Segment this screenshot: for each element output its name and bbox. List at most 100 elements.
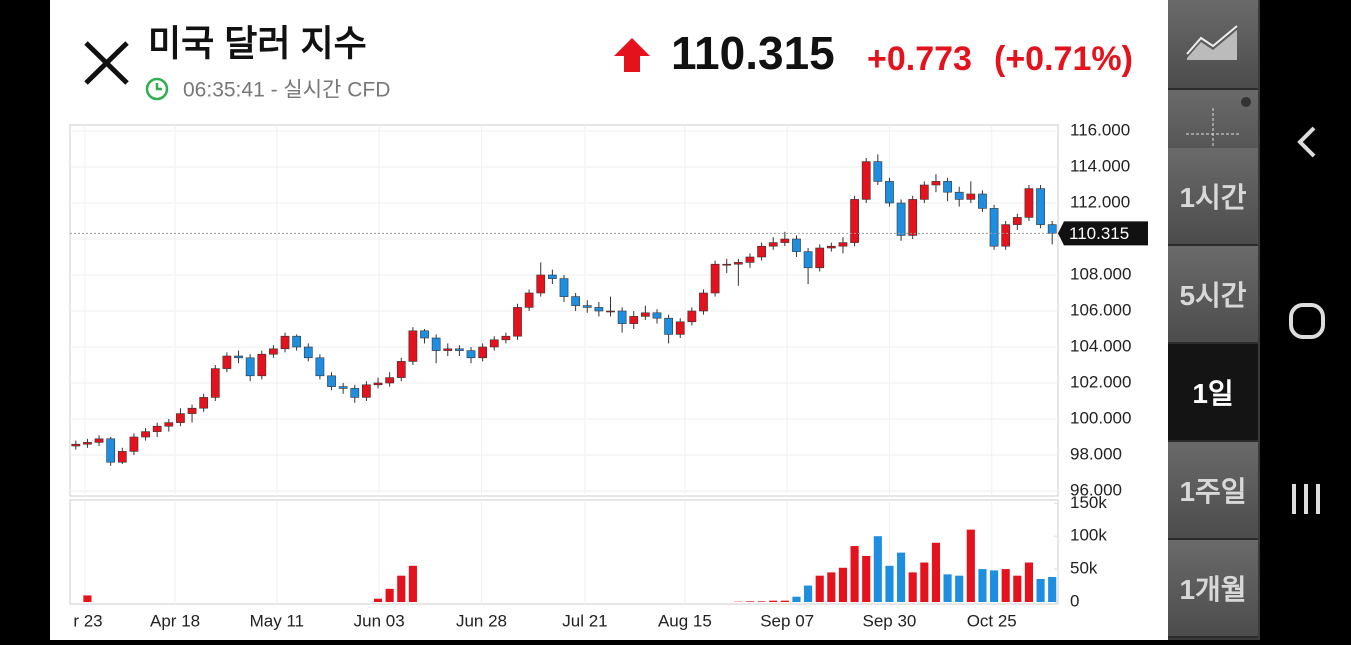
candle-body [118,451,126,462]
volume-bar [792,597,800,602]
recents-button[interactable] [1294,484,1318,514]
x-tick-label: Apr 18 [150,611,200,630]
candle-body [944,181,952,192]
y-tick-label: 98.000 [1070,444,1122,463]
candle-body [1025,189,1033,218]
timeframe-button[interactable]: 1개월 [1168,540,1258,638]
candle-body [1002,225,1010,247]
y-tick-label: 114.000 [1070,156,1130,175]
volume-bar [816,576,824,602]
volume-bar [386,589,394,602]
y-tick-label: 100.000 [1070,408,1131,427]
candle-body [258,354,266,376]
candle-body [955,192,963,199]
timeframe-button[interactable]: 1시간 [1168,148,1258,246]
timeframe-button[interactable]: 1일 [1168,344,1258,442]
y-tick-label: 108.000 [1070,264,1131,283]
candle-body [223,356,231,369]
timeframe-button[interactable]: 1주일 [1168,442,1258,540]
volume-bar [967,530,975,602]
candle-body [490,340,498,347]
candle-body [1036,189,1044,225]
volume-bar [769,601,777,602]
change-pct: (+0.71%) [994,40,1133,78]
candle-body [665,318,673,334]
candle-body [606,311,614,312]
candle-body [723,264,731,265]
candle-body [897,203,905,235]
clock-icon [147,79,167,99]
candle-body [293,336,301,347]
x-tick-label: Jun 28 [456,611,507,630]
candle-body [572,297,580,306]
home-button[interactable] [1291,305,1323,337]
volume-bar [827,572,835,602]
candle-body [200,397,208,408]
volume-bar [397,576,405,602]
candle-body [688,311,696,322]
candle-body [269,349,277,354]
up-arrow [614,38,650,72]
chart-screen: 미국 달러 지수 06:35:41 - 실시간 CFD 110.315 +0.7… [0,0,1168,640]
candle-body [537,275,545,293]
candle-body [1048,225,1056,234]
candle-body [920,185,928,199]
candle-body [83,442,91,444]
status: 06:35:41 - 실시간 CFD [183,79,390,102]
candle-body [781,239,789,243]
candle-body [885,181,893,203]
volume-bar [1036,579,1044,602]
candle-body [397,361,405,377]
candle-body [1013,217,1021,224]
volume-bar [804,586,812,602]
volume-bar [1048,577,1056,602]
candle-body [107,439,115,462]
candle-body [839,243,847,247]
volume-bar [746,601,754,602]
candle-body [792,239,800,252]
back-button[interactable] [1300,128,1314,156]
volume-bar [781,601,789,602]
volume-bar [897,553,905,602]
volume-bar [920,563,928,602]
candle-body [874,162,882,182]
volume-bar [839,568,847,602]
volume-bar [758,601,766,602]
candle-body [560,279,568,297]
candle-body [130,437,138,451]
candle-body [409,331,417,362]
volume-bar [944,574,952,602]
volume-plot [83,500,1058,604]
chart-type-button[interactable] [1168,0,1258,90]
title: 미국 달러 지수 [148,23,367,64]
y-tick-label: 112.000 [1070,192,1130,211]
candle-body [176,414,184,423]
candle-body [816,248,824,268]
volume-bar [862,556,870,602]
candle-body [327,376,335,387]
candle-body [479,347,487,358]
candle-body [386,378,394,383]
volume-bar [932,543,940,602]
candle-body [362,385,370,398]
timeframe-button[interactable]: 5시간 [1168,246,1258,344]
x-tick-label: Jul 21 [562,611,607,630]
volume-bar [409,566,417,602]
candle-body [316,358,324,376]
volume-bar [1002,569,1010,602]
candle-body [932,181,940,185]
candle-body [967,194,975,199]
x-tick-label: Aug 15 [658,611,712,630]
candle-body [618,311,626,324]
x-tick-label: Sep 07 [760,611,814,630]
candle-body [699,293,707,311]
y-tick-label: 0 [1070,591,1079,610]
candle-body [711,264,719,293]
volume-bar [374,599,382,602]
close-button[interactable] [86,43,127,83]
y-tick-label: 50k [1070,559,1098,578]
candle-body [339,387,347,389]
price: 110.315 [671,27,835,79]
candle-body [827,246,835,248]
